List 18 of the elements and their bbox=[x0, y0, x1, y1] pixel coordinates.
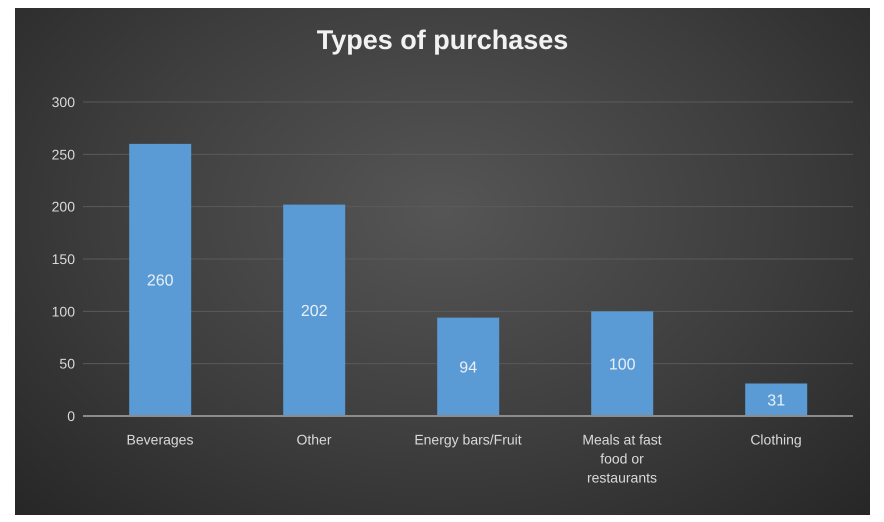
data-label: 202 bbox=[300, 302, 328, 320]
y-tick-label: 50 bbox=[59, 356, 76, 372]
y-tick-label: 100 bbox=[52, 303, 76, 320]
y-tick-label: 0 bbox=[67, 408, 76, 424]
data-label: 260 bbox=[146, 272, 174, 290]
y-tick-label: 250 bbox=[52, 146, 76, 162]
x-tick-label: Beverages bbox=[126, 432, 194, 448]
y-tick-label: 150 bbox=[52, 250, 76, 267]
data-label: 94 bbox=[459, 359, 478, 376]
x-tick-label: Clothing bbox=[750, 432, 802, 448]
x-tick-label: Other bbox=[296, 432, 332, 448]
data-label: 31 bbox=[767, 392, 786, 410]
chart-title: Types of purchases bbox=[316, 24, 570, 57]
data-label: 100 bbox=[608, 356, 636, 374]
x-tick-label: Energy bars/Fruit bbox=[414, 432, 522, 448]
y-tick-label: 200 bbox=[52, 198, 76, 215]
y-tick-label: 300 bbox=[52, 94, 76, 110]
x-tick-label: Meals at fast food or restaurants bbox=[582, 432, 662, 486]
